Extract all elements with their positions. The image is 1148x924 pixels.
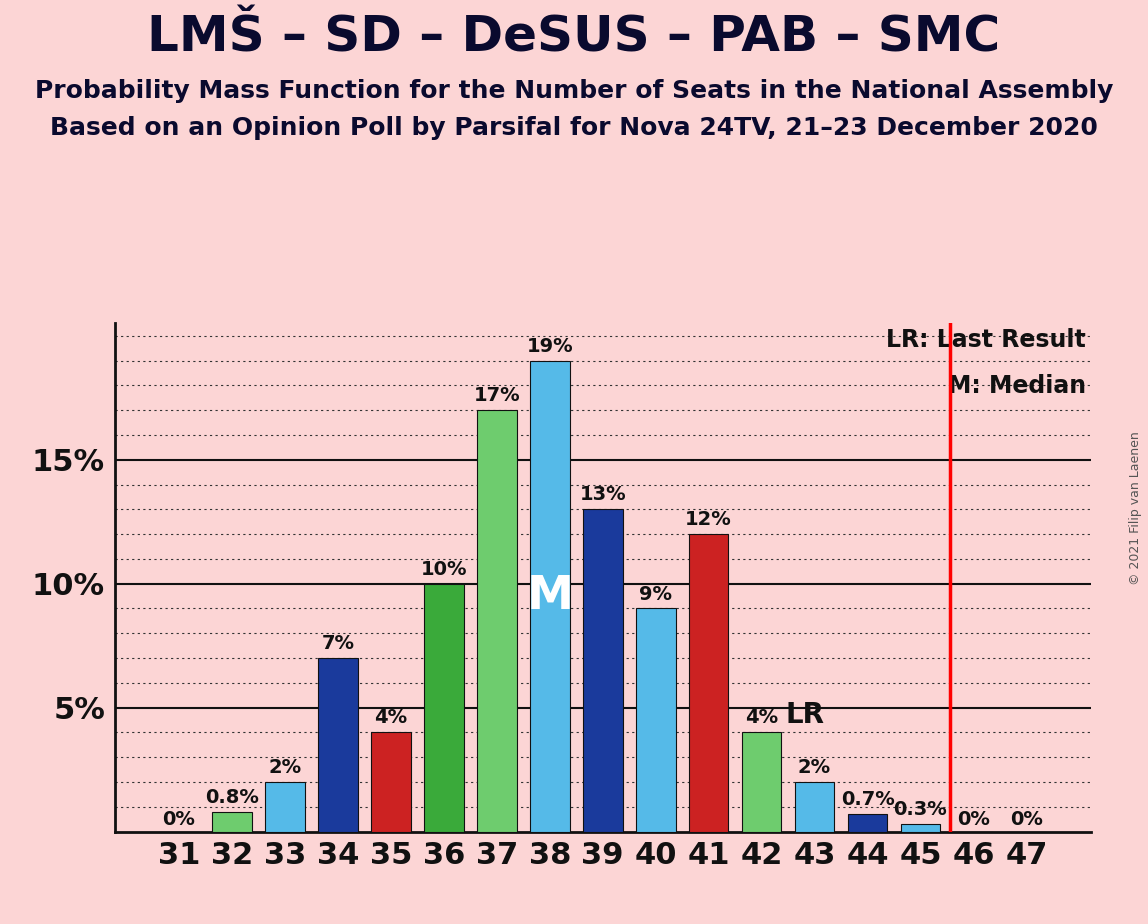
Text: M: M [526, 574, 573, 618]
Bar [583, 509, 622, 832]
Bar [636, 609, 675, 832]
Text: 7%: 7% [321, 634, 355, 653]
Text: 17%: 17% [473, 386, 520, 406]
Bar [689, 534, 729, 832]
Bar [318, 658, 358, 832]
Bar [424, 584, 464, 832]
Bar [530, 360, 569, 832]
Bar [847, 814, 887, 832]
Text: 0.3%: 0.3% [893, 800, 947, 820]
Text: 0.8%: 0.8% [205, 788, 259, 807]
Bar [476, 410, 517, 832]
Text: LR: Last Result: LR: Last Result [886, 328, 1086, 352]
Bar [900, 824, 940, 832]
Text: 4%: 4% [745, 709, 778, 727]
Text: © 2021 Filip van Laenen: © 2021 Filip van Laenen [1130, 432, 1142, 585]
Bar [742, 733, 782, 832]
Text: 0.7%: 0.7% [840, 790, 894, 809]
Text: 0%: 0% [1010, 809, 1042, 829]
Text: 0%: 0% [163, 809, 195, 829]
Bar [265, 782, 305, 832]
Text: LMŠ – SD – DeSUS – PAB – SMC: LMŠ – SD – DeSUS – PAB – SMC [147, 14, 1001, 62]
Text: Probability Mass Function for the Number of Seats in the National Assembly: Probability Mass Function for the Number… [34, 79, 1114, 103]
Text: 12%: 12% [685, 510, 732, 529]
Text: 2%: 2% [798, 758, 831, 777]
Text: 13%: 13% [580, 485, 626, 505]
Text: M: Median: M: Median [947, 374, 1086, 398]
Text: 0%: 0% [957, 809, 990, 829]
Text: 2%: 2% [269, 758, 302, 777]
Text: Based on an Opinion Poll by Parsifal for Nova 24TV, 21–23 December 2020: Based on an Opinion Poll by Parsifal for… [51, 116, 1097, 140]
Text: 10%: 10% [420, 560, 467, 578]
Text: 4%: 4% [374, 709, 408, 727]
Bar [794, 782, 835, 832]
Text: 9%: 9% [639, 585, 673, 603]
Bar [371, 733, 411, 832]
Text: LR: LR [785, 700, 824, 729]
Bar [212, 812, 251, 832]
Text: 19%: 19% [527, 336, 573, 356]
